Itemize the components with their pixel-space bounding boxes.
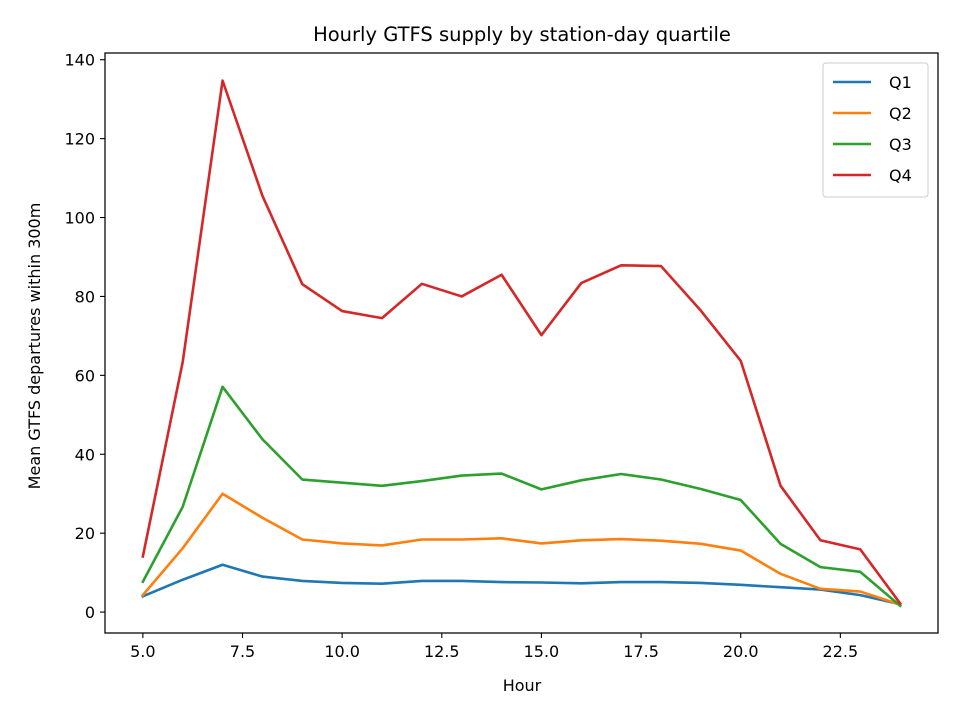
x-tick-label: 20.0	[723, 642, 759, 661]
x-axis: 5.0 7.5 10.0 12.5 15.0 17.5 20.0 22.5	[130, 633, 858, 661]
y-tick-label: 140	[64, 51, 95, 70]
y-tick-label: 20	[75, 524, 95, 543]
series-line-q1	[141, 563, 902, 606]
y-axis: 0 20 40 60 80 100 120 140	[64, 51, 105, 622]
chart-title: Hourly GTFS supply by station-day quarti…	[313, 23, 731, 46]
x-tick-label: 10.0	[324, 642, 360, 661]
x-tick-label: 22.5	[823, 642, 859, 661]
y-tick-label: 100	[64, 209, 95, 228]
series-line-q3	[141, 385, 902, 608]
x-tick-label: 17.5	[623, 642, 659, 661]
series-line-q4	[141, 79, 902, 606]
legend-box	[822, 62, 929, 198]
series-line-q2	[141, 492, 902, 607]
series-layer	[141, 79, 902, 608]
x-tick-label: 15.0	[524, 642, 560, 661]
y-tick-label: 40	[75, 445, 95, 464]
legend-label-q1: Q1	[889, 73, 912, 92]
y-tick-label: 120	[64, 130, 95, 149]
legend-label-q4: Q4	[889, 166, 912, 185]
y-tick-label: 80	[75, 287, 95, 306]
legend-label-q2: Q2	[889, 104, 912, 123]
y-tick-label: 0	[85, 603, 95, 622]
plot-area-frame	[104, 52, 939, 634]
y-tick-label: 60	[75, 366, 95, 385]
x-tick-label: 12.5	[424, 642, 460, 661]
legend-label-q3: Q3	[889, 135, 912, 154]
x-tick-label: 7.5	[230, 642, 255, 661]
x-tick-label: 5.0	[130, 642, 155, 661]
y-axis-title: Mean GTFS departures within 300m	[25, 203, 44, 490]
legend: Q1 Q2 Q3 Q4	[822, 62, 929, 198]
x-axis-title: Hour	[503, 676, 542, 695]
